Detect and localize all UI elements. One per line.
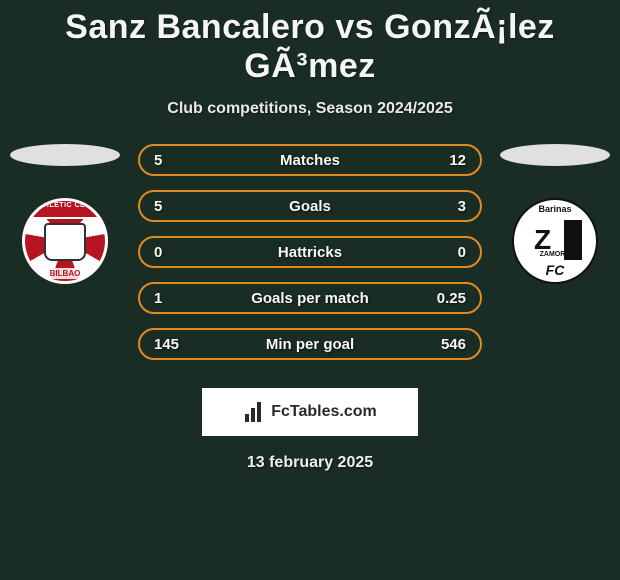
stat-row-goals: 5 Goals 3 xyxy=(138,190,482,222)
left-player-photo-placeholder xyxy=(10,144,120,166)
right-club-crest: Barinas Z ZAMORA FC xyxy=(512,198,598,284)
stat-left-value: 5 xyxy=(154,152,184,169)
left-crest-top-text: ATHLETIC CLUB xyxy=(25,202,105,209)
stat-left-value: 5 xyxy=(154,198,184,215)
stat-row-hattricks: 0 Hattricks 0 xyxy=(138,236,482,268)
stat-label: Matches xyxy=(184,152,436,169)
right-crest-glyph: Z xyxy=(534,226,551,254)
stats-table: 5 Matches 12 5 Goals 3 0 Hattricks 0 1 G… xyxy=(138,144,482,374)
brand-text: FcTables.com xyxy=(271,403,377,421)
stat-row-matches: 5 Matches 12 xyxy=(138,144,482,176)
stat-row-min-per-goal: 145 Min per goal 546 xyxy=(138,328,482,360)
stat-left-value: 0 xyxy=(154,244,184,261)
stat-right-value: 0 xyxy=(436,244,466,261)
stat-left-value: 145 xyxy=(154,336,184,353)
left-club-crest: ATHLETIC CLUB BILBAO xyxy=(22,198,108,284)
right-crest-bottom-text: FC xyxy=(514,262,596,278)
right-crest-mid-text: ZAMORA xyxy=(514,251,596,258)
left-player-col: ATHLETIC CLUB BILBAO xyxy=(10,144,120,284)
stat-label: Min per goal xyxy=(184,336,436,353)
snapshot-date: 13 february 2025 xyxy=(0,454,620,472)
brand-attribution[interactable]: FcTables.com xyxy=(202,388,418,436)
stat-label: Hattricks xyxy=(184,244,436,261)
stat-right-value: 12 xyxy=(436,152,466,169)
stat-left-value: 1 xyxy=(154,290,184,307)
right-player-col: Barinas Z ZAMORA FC xyxy=(500,144,610,284)
brand-bar-chart-icon xyxy=(243,402,265,422)
stat-right-value: 546 xyxy=(436,336,466,353)
page-title: Sanz Bancalero vs GonzÃ¡lez GÃ³mez xyxy=(0,0,620,86)
subtitle: Club competitions, Season 2024/2025 xyxy=(0,100,620,118)
stat-right-value: 0.25 xyxy=(436,290,466,307)
stat-label: Goals xyxy=(184,198,436,215)
stat-right-value: 3 xyxy=(436,198,466,215)
left-crest-bottom-text: BILBAO xyxy=(25,268,105,279)
right-player-photo-placeholder xyxy=(500,144,610,166)
comparison-row: ATHLETIC CLUB BILBAO 5 Matches 12 5 Goal… xyxy=(0,144,620,374)
right-crest-top-text: Barinas xyxy=(514,204,596,214)
stat-label: Goals per match xyxy=(184,290,436,307)
stat-row-goals-per-match: 1 Goals per match 0.25 xyxy=(138,282,482,314)
